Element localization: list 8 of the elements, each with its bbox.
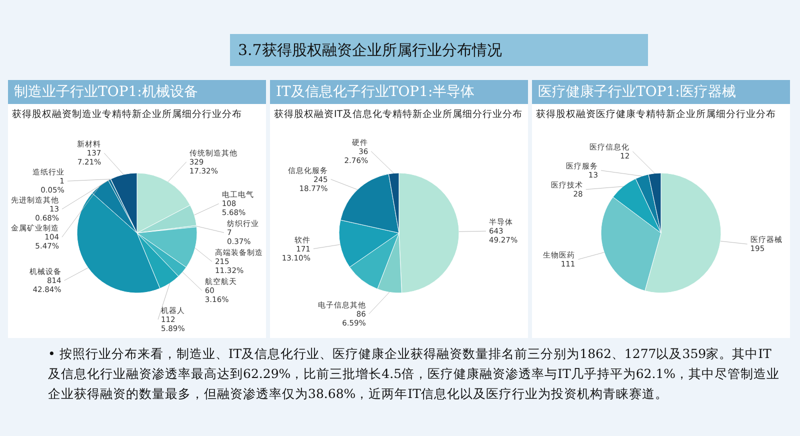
text: • 按照行业分布来看，制造业、IT及信息化行业、医疗健康企业获得融资数量排名前三分别为1862、1277以及359家。其中IT及信息化行业融资渗透率最高达到62.29%，比前三批增长4.5倍，医疗健康融资渗透率与IT几乎持平为62.1%，其中尽管制造业企业获得融资的数量最多，但融资渗透率仅为38.68%，近两年IT信息化以及医疗行业为投资机构青睐赛道。 <box>48 345 780 403</box>
chart-subtitle: 获得股权融资医疗健康专精特新企业所属细分行业分布 <box>536 108 777 121</box>
chart-subtitle: 获得股权融资制造业专精特新企业所属细分行业分布 <box>12 108 243 121</box>
chart-title: IT及信息化子行业TOP1:半导体 <box>270 80 528 104</box>
chart-title: 医疗健康子行业TOP1:医疗器械 <box>532 80 790 104</box>
text: 3.7获得股权融资企业所属行业分布情况 <box>230 34 648 66</box>
chart-subtitle: 获得股权融资IT及信息化专精特新企业所属细分行业分布 <box>274 108 524 121</box>
chart-title: 制造业子行业TOP1:机械设备 <box>8 80 266 104</box>
